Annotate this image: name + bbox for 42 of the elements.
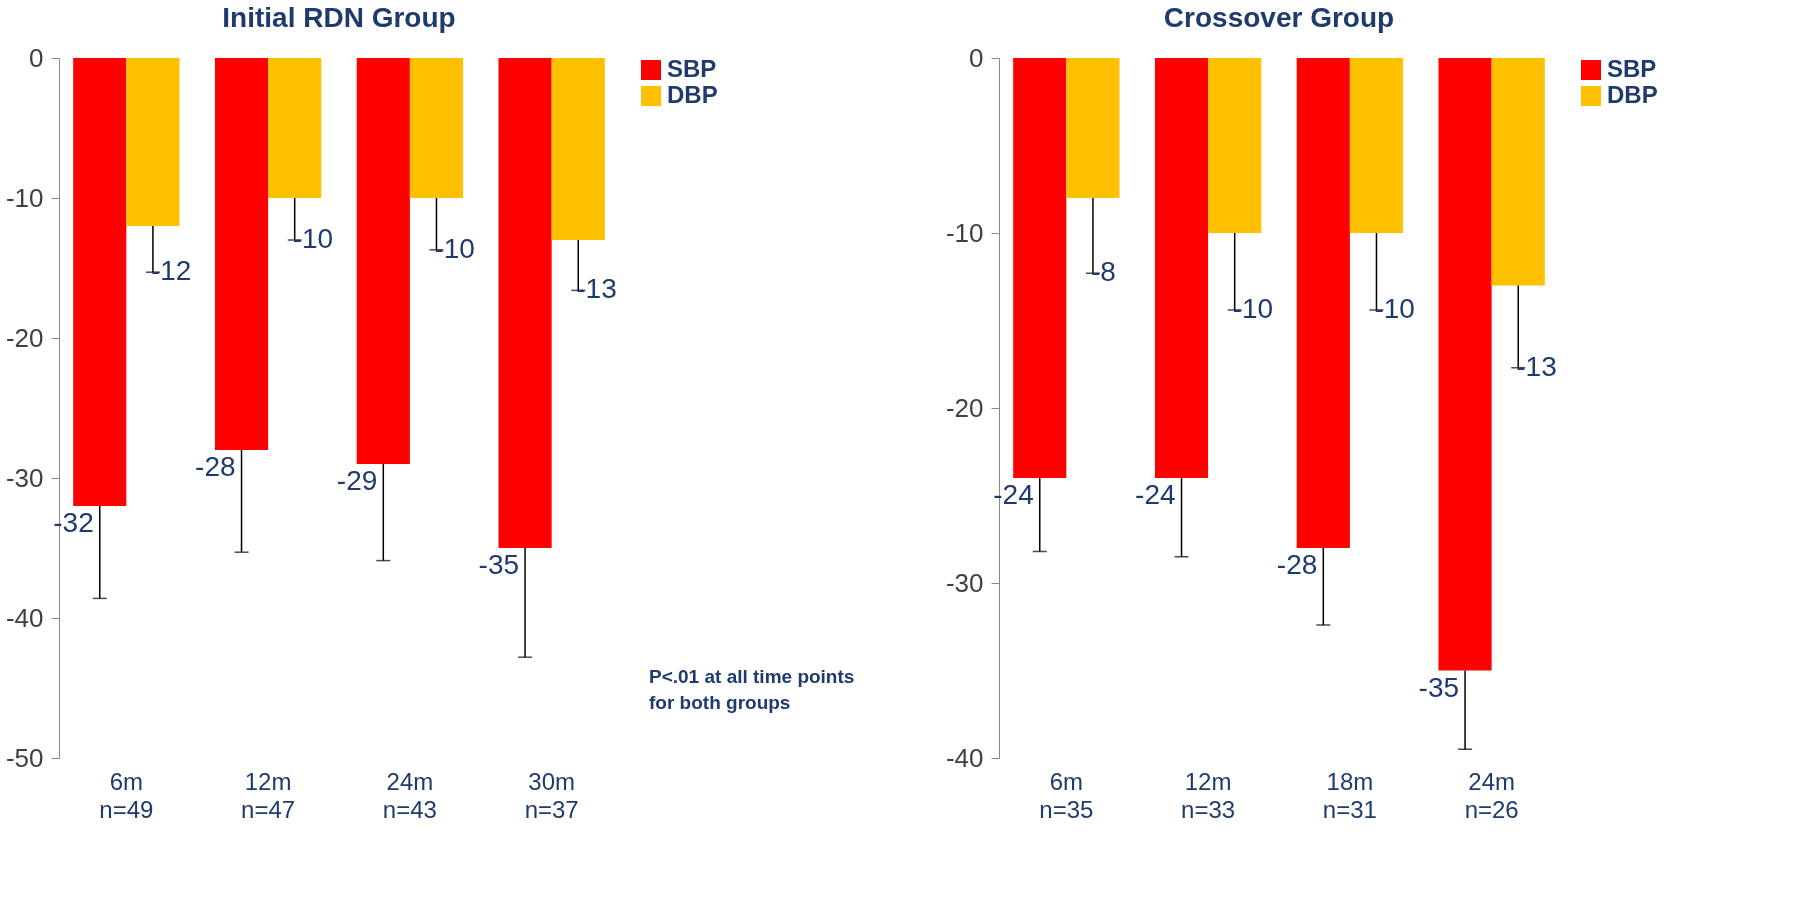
y-tick-label: -40	[5, 602, 44, 633]
data-label: -10	[434, 232, 475, 264]
chart-title: Initial RDN Group	[222, 2, 456, 33]
data-label: -29	[336, 465, 378, 496]
data-label: -32	[53, 507, 94, 538]
y-tick-label: -10	[5, 182, 44, 213]
data-label: -24	[1135, 479, 1176, 510]
x-tick-label: 30m n=37	[524, 767, 579, 823]
legend-label: DBP	[667, 81, 718, 108]
data-label: -12	[150, 255, 192, 287]
x-tick-label: 24m n=43	[382, 767, 437, 823]
data-label: -13	[576, 273, 617, 305]
text: P<.01 at all time points for both groups	[649, 666, 855, 713]
data-label: -28	[195, 451, 236, 482]
y-tick-label: -20	[5, 322, 44, 353]
y-tick-label: -30	[5, 462, 44, 493]
data-label: -10	[1374, 293, 1415, 324]
y-tick-label: -50	[5, 742, 44, 773]
x-tick-label: 6m n=35	[1039, 767, 1094, 823]
x-tick-label: 12m n=33	[1181, 767, 1236, 823]
data-label: -8	[1090, 256, 1116, 288]
legend-label: SBP	[667, 55, 717, 82]
y-tick-label: -20	[945, 392, 984, 423]
y-tick-label: -40	[945, 742, 984, 773]
data-label: -28	[1276, 549, 1318, 580]
x-tick-label: 12m n=47	[241, 767, 296, 823]
x-tick-label: 6m n=49	[99, 767, 154, 823]
y-tick-label: -30	[945, 567, 984, 598]
x-tick-label: 18m n=31	[1322, 767, 1377, 823]
x-tick-label: 24m n=26	[1464, 767, 1519, 823]
data-label: -35	[1418, 671, 1460, 703]
data-label: -10	[292, 223, 334, 254]
y-tick-label: 0	[969, 42, 984, 73]
legend-label: SBP	[1607, 55, 1657, 82]
chart-title: Crossover Group	[1163, 2, 1395, 33]
data-label: -35	[478, 549, 520, 580]
data-label: -10	[1232, 293, 1274, 324]
legend-label: DBP	[1607, 81, 1658, 108]
y-tick-label: 0	[29, 42, 44, 73]
y-tick-label: -10	[945, 217, 984, 248]
data-label: -13	[1516, 350, 1557, 382]
data-label: -24	[993, 479, 1034, 510]
